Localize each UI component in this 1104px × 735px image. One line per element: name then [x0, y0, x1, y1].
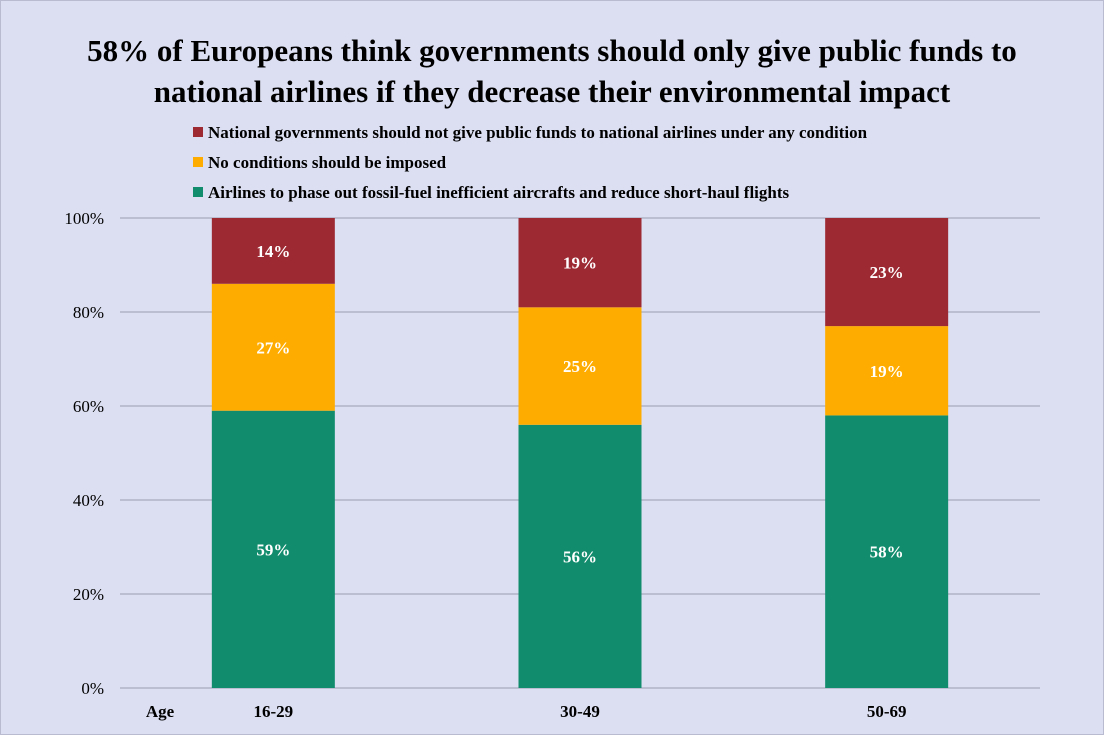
bar-segment	[518, 424, 642, 688]
y-tick-label: 100%	[64, 209, 104, 228]
legend: National governments should not give pub…	[193, 123, 868, 202]
data-label: 56%	[563, 547, 597, 566]
chart-title-line-2: national airlines if they decrease their…	[153, 74, 951, 109]
bar-segment	[825, 218, 949, 327]
y-tick-label: 60%	[73, 397, 104, 416]
y-tick-label: 80%	[73, 303, 104, 322]
bar-segment	[211, 410, 335, 688]
y-tick-label: 40%	[73, 491, 104, 510]
y-tick-label: 20%	[73, 585, 104, 604]
x-axis: Age 16-29 30-49 50-69	[146, 702, 907, 721]
data-label: 25%	[563, 357, 597, 376]
chart-title-line-1: 58% of Europeans think governments shoul…	[87, 33, 1017, 68]
bar-segment	[825, 326, 949, 416]
data-label: 14%	[256, 242, 290, 261]
data-label: 19%	[870, 362, 904, 381]
x-tick-label: 50-69	[867, 702, 907, 721]
data-label: 19%	[563, 254, 597, 273]
legend-label: No conditions should be imposed	[208, 153, 447, 172]
legend-label: National governments should not give pub…	[208, 123, 868, 142]
bar-segment	[211, 218, 335, 284]
legend-swatch	[193, 127, 203, 137]
legend-swatch	[193, 157, 203, 167]
bars: 59% 27% 14% 56% 25% 19% 58% 19% 23%	[211, 218, 949, 688]
legend-label: Airlines to phase out fossil-fuel ineffi…	[208, 183, 790, 202]
y-axis: 0% 20% 40% 60% 80% 100%	[64, 209, 104, 698]
data-label: 27%	[256, 338, 290, 357]
bar-segment	[518, 307, 642, 425]
y-tick-label: 0%	[81, 679, 104, 698]
x-axis-label: Age	[146, 702, 175, 721]
data-label: 58%	[870, 543, 904, 562]
chart-title: 58% of Europeans think governments shoul…	[0, 30, 1104, 112]
bar-segment	[825, 415, 949, 688]
data-label: 23%	[870, 263, 904, 282]
legend-swatch	[193, 187, 203, 197]
bar-segment	[518, 218, 642, 308]
x-tick-label: 30-49	[560, 702, 600, 721]
x-tick-label: 16-29	[253, 702, 293, 721]
data-label: 59%	[256, 540, 290, 559]
bar-segment	[211, 283, 335, 411]
